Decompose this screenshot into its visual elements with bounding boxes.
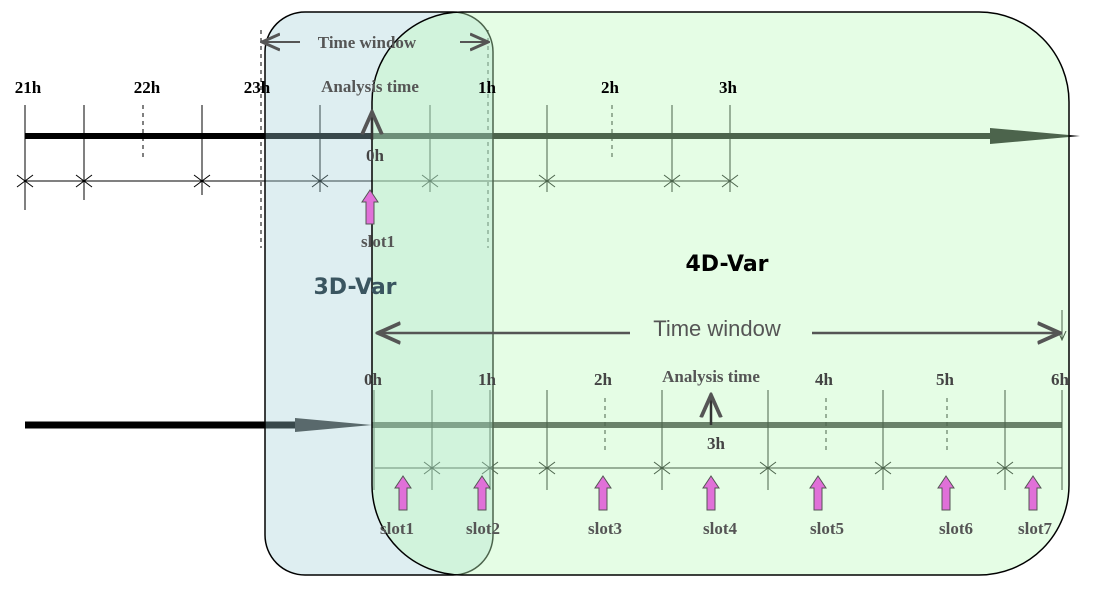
time-window-label: Time window [653,316,781,341]
hour-label: 5h [936,370,955,389]
slot-label: slot2 [466,519,500,538]
line [481,461,499,475]
slot-arrow [702,475,720,511]
4dvar-window [371,11,1070,576]
hour-label: 1h [478,78,497,97]
hour-label: 2h [601,78,620,97]
hour-label: 0h [364,370,383,389]
line [193,174,211,188]
line [423,461,441,475]
line [538,174,556,188]
labels: Time window 21h 22h 23h 1h 2h 3h Analysis time 0… [15,33,1070,538]
method-label: 3D-Var [313,275,396,300]
slot-label: slot4 [703,519,738,538]
slot-label: slot1 [361,232,395,251]
slot-arrow [937,475,955,511]
line [75,174,93,188]
slot-label: slot3 [588,519,622,538]
arrow-head [990,128,1080,144]
slot-arrow [473,475,491,511]
line [663,174,681,188]
arrow-head [295,418,372,432]
line [721,174,739,188]
hour-label: 21h [15,78,42,97]
hour-label: 22h [134,78,161,97]
slot-label: slot5 [810,519,844,538]
slot-arrow [361,189,379,225]
slot-label: slot1 [380,519,414,538]
line [874,461,892,475]
hour-label: 1h [478,370,497,389]
hour-label: 4h [815,370,834,389]
slot-label: slot7 [1018,519,1053,538]
slot-arrow [594,475,612,511]
slot-arrow [394,475,412,511]
line [16,174,34,188]
hour-label: 6h [1051,370,1070,389]
line [421,174,439,188]
line [538,461,556,475]
line [653,461,671,475]
line [996,461,1014,475]
method-label: 4D-Var [685,252,768,277]
time-window-label: Time window [318,33,417,52]
hour-label: 3h [719,78,738,97]
analysis-time-label: Analysis time [321,77,419,96]
timelines [16,30,1080,490]
analysis-hour: 0h [366,146,385,165]
line [759,461,777,475]
hour-label: 23h [244,78,271,97]
slot-arrow [1024,475,1042,511]
slot-label: slot6 [939,519,973,538]
line [311,174,329,188]
hour-label: 2h [594,370,613,389]
analysis-hour: 3h [707,434,726,453]
3dvar-window [264,11,494,576]
analysis-time-label: Analysis time [662,367,760,386]
slot-arrow [809,475,827,511]
